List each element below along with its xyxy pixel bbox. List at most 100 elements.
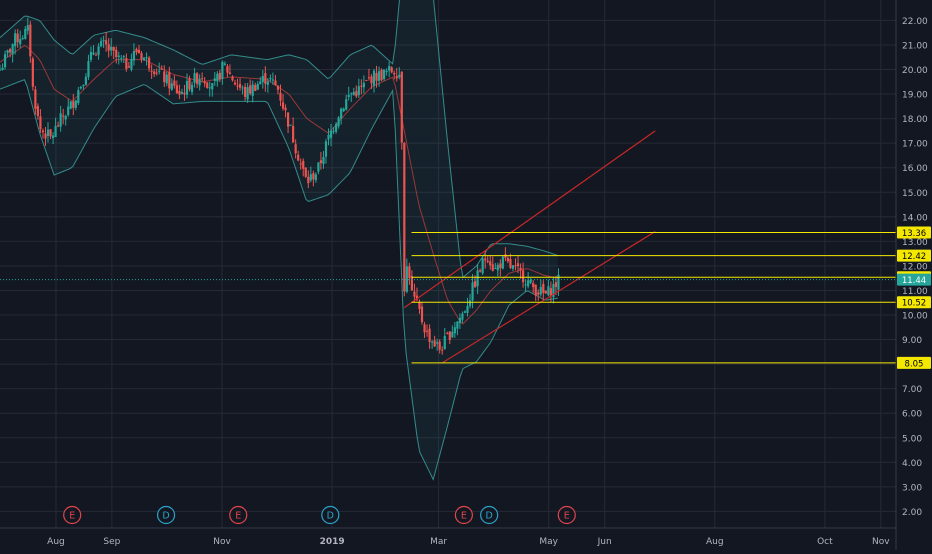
candle-body (84, 76, 88, 86)
candle-body (299, 163, 302, 165)
candle-body (24, 28, 27, 39)
candle-body (69, 101, 72, 109)
price-tick-label: 21.00 (902, 41, 928, 51)
event-label: E (235, 511, 241, 522)
price-tick-label: 20.00 (902, 66, 928, 76)
candle-body (142, 57, 146, 61)
candle-body (110, 46, 113, 51)
dividend-marker[interactable]: D (480, 505, 499, 525)
candle-body (168, 72, 171, 89)
price-level-tag (897, 296, 931, 309)
candle-body (352, 91, 355, 96)
trend-channel-upper (403, 130, 656, 309)
candle-body (347, 94, 350, 98)
candle-body (372, 70, 376, 86)
candle-body (105, 40, 108, 45)
event-circle (63, 505, 82, 525)
candle-body (309, 174, 312, 181)
candle-body (140, 53, 143, 60)
candle-body (276, 85, 280, 90)
price-tick-label: 12.00 (902, 262, 928, 272)
candle-body (218, 72, 221, 80)
price-tick-label: 14.00 (902, 213, 928, 223)
candle-body (130, 59, 133, 70)
candle-body (274, 80, 277, 86)
candle-body (213, 78, 216, 81)
event-label: D (485, 511, 492, 522)
candle-body (506, 258, 510, 262)
candle-body (238, 83, 242, 88)
candle-body (398, 74, 401, 78)
price-tick-label: 15.00 (902, 189, 928, 199)
candle-body (155, 72, 158, 74)
candle-body (127, 66, 130, 68)
candle-body (552, 284, 555, 297)
candle-body (233, 82, 237, 85)
candle-body (241, 87, 244, 89)
time-tick-label: Jun (597, 537, 612, 547)
price-tick-label: 7.00 (902, 385, 922, 395)
candle-body (62, 115, 65, 117)
candle-body (57, 125, 60, 127)
candle-body (524, 284, 527, 286)
event-label: E (69, 511, 75, 522)
candle-body (158, 70, 161, 72)
candle-body (82, 85, 85, 87)
candle-body (511, 265, 515, 269)
candle-body (264, 73, 267, 84)
candle-body (408, 266, 411, 278)
candle-body (41, 130, 45, 133)
time-axis[interactable]: Aug Sep Nov 2019 Mar May Jun Aug Oct Nov (0, 527, 896, 547)
candles (0, 17, 560, 355)
candle-body (324, 141, 328, 157)
candle-body (228, 72, 232, 74)
candle-body (115, 49, 118, 57)
time-tick-label: Nov (872, 537, 890, 547)
price-tick-label: 13.00 (902, 238, 928, 248)
candle-body (448, 331, 451, 340)
candle-body (203, 81, 206, 84)
price-axis[interactable]: 22.00 21.00 20.00 19.00 18.00 17.00 16.00 15.00… (895, 0, 928, 550)
price-level-label: 10.52 (902, 299, 926, 309)
candle-body (334, 124, 338, 132)
earnings-marker[interactable]: E (557, 505, 576, 525)
candle-body (9, 49, 12, 53)
candle-body (183, 92, 186, 95)
candle-body (521, 270, 525, 283)
earnings-marker[interactable]: E (63, 505, 82, 525)
candle-body (436, 342, 439, 344)
candle-body (360, 85, 363, 87)
candle-body (117, 55, 120, 57)
candle-body (484, 258, 487, 261)
event-circle (557, 505, 576, 525)
candle-body (153, 71, 156, 75)
candle-body (428, 328, 431, 343)
dividend-marker[interactable]: D (321, 505, 340, 525)
candle-body (446, 333, 449, 335)
time-tick-label: Aug (47, 537, 65, 547)
price-tick-label: 3.00 (902, 483, 922, 493)
candle-body (112, 47, 115, 51)
candle-body (383, 69, 386, 80)
earnings-marker[interactable]: E (454, 505, 473, 525)
time-tick-label: May (539, 537, 558, 547)
candle-body (509, 258, 512, 268)
earnings-marker[interactable]: E (229, 505, 248, 525)
event-circle (156, 505, 176, 525)
candle-body (244, 86, 247, 97)
candle-body (284, 107, 287, 111)
candle-body (370, 76, 373, 84)
candle-body (29, 24, 32, 57)
candle-body (147, 57, 151, 69)
dividend-marker[interactable]: D (156, 505, 176, 525)
candle-body (418, 302, 421, 309)
candle-body (175, 85, 178, 93)
candle-body (79, 86, 82, 89)
candle-body (201, 78, 204, 80)
candle-body (64, 115, 67, 120)
candle-body (456, 321, 459, 329)
candle-body (425, 330, 429, 332)
candle-body (415, 295, 419, 300)
